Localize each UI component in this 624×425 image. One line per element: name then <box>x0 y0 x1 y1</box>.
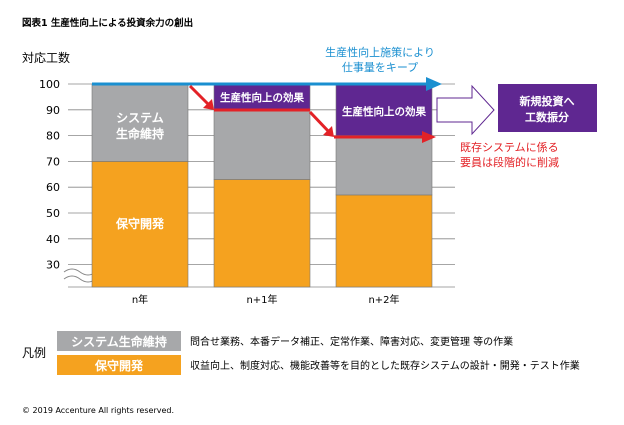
y-tick-label: 40 <box>46 233 60 246</box>
blue-annotation: 仕事量をキープ <box>342 61 418 74</box>
blue-arrowhead-icon <box>426 77 442 91</box>
red-annotation: 既存システムに係る <box>460 140 559 154</box>
bar-label-gray: 生命維持 <box>116 126 164 141</box>
red-annotation: 要員は段階的に削減 <box>460 155 559 169</box>
bar-label-purple: 生産性向上の効果 <box>220 91 304 104</box>
hollow-arrow-icon <box>436 84 495 136</box>
bar-segment <box>213 179 311 288</box>
bar-segment <box>91 83 189 162</box>
y-tick-label: 60 <box>46 181 60 194</box>
y-tick-label: 70 <box>46 155 60 168</box>
legend-swatch <box>57 331 181 351</box>
copyright: © 2019 Accenture All rights reserved. <box>22 406 174 415</box>
bar-segment <box>335 135 433 196</box>
y-axis-label: 対応工数 <box>22 50 70 65</box>
y-tick-label: 80 <box>46 130 60 143</box>
y-tick-label: 50 <box>46 207 60 220</box>
bar-segment <box>91 161 189 288</box>
bar-segment <box>335 194 433 288</box>
axis-break-icon <box>63 268 97 283</box>
box-label: 新規投資へ <box>520 94 575 108</box>
bar-label-orange: 保守開発 <box>115 216 165 231</box>
x-tick-label: n+1年 <box>246 293 277 306</box>
x-tick-label: n+2年 <box>368 293 399 306</box>
legend-swatch <box>57 355 181 375</box>
y-tick-label: 90 <box>46 104 60 117</box>
x-tick-label: n年 <box>132 293 148 306</box>
legend-label: システム生命維持 <box>71 334 167 349</box>
bar-label-purple: 生産性向上の効果 <box>342 105 426 118</box>
legend-title: 凡例 <box>22 346 46 360</box>
blue-annotation: 生産性向上施策により <box>325 45 435 59</box>
legend-description: 問合せ業務、本番データ補正、定常作業、障害対応、変更管理 等の作業 <box>190 335 513 348</box>
bar-label-gray: システム <box>116 111 164 125</box>
red-arrow-line <box>188 84 424 139</box>
y-tick-label: 100 <box>39 78 60 91</box>
legend-description: 収益向上、制度対応、機能改善等を目的とした既存システムの設計・開発・テスト作業 <box>190 359 580 372</box>
chart-title: 図表1 生産性向上による投資余力の創出 <box>22 17 193 29</box>
y-tick-label: 30 <box>46 259 60 272</box>
bar-segment <box>213 109 311 180</box>
legend-label: 保守開発 <box>94 358 144 373</box>
box-label: 工数振分 <box>525 110 569 124</box>
new-investment-box <box>498 84 597 132</box>
